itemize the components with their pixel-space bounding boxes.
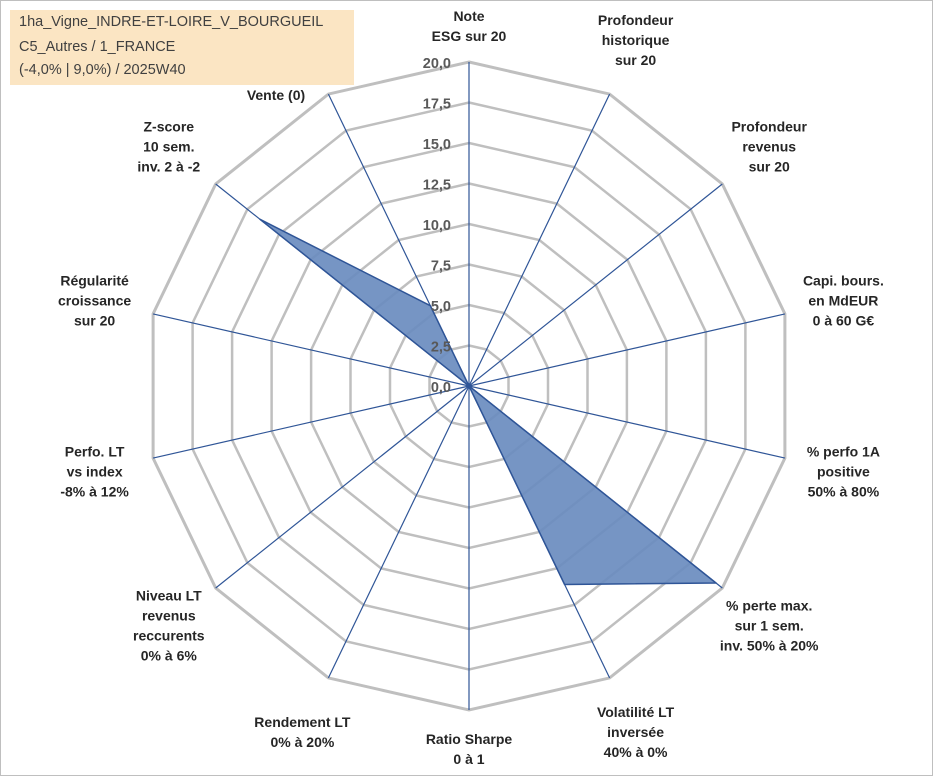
axis-spoke <box>327 385 470 679</box>
axis-label: % perte max. sur 1 sem. inv. 50% à 20% <box>720 597 819 653</box>
tick-label: 2,5 <box>431 340 451 356</box>
radar-tick-labels: 0,0 2,5 5,0 7,5 10,0 12,5 15,0 17,5 20,0 <box>423 56 451 396</box>
axis-spoke <box>468 313 786 387</box>
axis-spoke <box>468 385 786 459</box>
info-range-week: (-4,0% | 9,0%) / 2025W40 <box>19 62 186 78</box>
tick-label: 5,0 <box>431 299 451 315</box>
tick-label: 10,0 <box>423 218 451 234</box>
info-title: 1ha_Vigne_INDRE-ET-LOIRE_V_BOURGUEIL <box>19 14 324 30</box>
axis-label: Régularité croissance sur 20 <box>58 273 131 329</box>
axis-spoke <box>468 93 611 387</box>
axis-spoke <box>152 385 470 459</box>
info-box: 1ha_Vigne_INDRE-ET-LOIRE_V_BOURGUEIL C5_… <box>10 10 354 85</box>
info-category: C5_Autres / 1_FRANCE <box>19 39 176 55</box>
series-area <box>259 218 717 586</box>
radar-series <box>259 218 717 586</box>
tick-label: 17,5 <box>423 97 451 113</box>
axis-label: Rendement LT 0% à 20% <box>254 714 351 750</box>
axis-label: Note ESG sur 20 <box>432 8 507 44</box>
axis-label: Volatilité LT inversée 40% à 0% <box>597 704 675 760</box>
axis-label: Z-score 10 sem. inv. 2 à -2 <box>137 119 200 175</box>
axis-label: Ratio Sharpe 0 à 1 <box>426 731 513 767</box>
tick-label: 20,0 <box>423 56 451 72</box>
axis-label: Perfo. LT vs index -8% à 12% <box>60 443 129 499</box>
tick-label: 7,5 <box>431 259 451 275</box>
axis-label: % perfo 1A positive 50% à 80% <box>807 443 880 499</box>
axis-spoke <box>468 183 723 387</box>
axis-label: Profondeur historique sur 20 <box>598 12 674 68</box>
tick-label: 15,0 <box>423 137 451 153</box>
axis-label: Capi. bours. en MdEUR 0 à 60 G€ <box>803 273 884 329</box>
axis-spoke <box>152 313 470 387</box>
tick-label: 12,5 <box>423 178 451 194</box>
axis-spoke <box>215 385 470 589</box>
axis-label: Niveau LT revenus reccurents 0% à 6% <box>133 587 205 663</box>
tick-label: 0,0 <box>431 380 451 396</box>
radar-axis-labels: Note ESG sur 20 Profondeur historique sur 20… <box>58 8 884 767</box>
axis-label: Profondeur revenus sur 20 <box>731 119 807 175</box>
